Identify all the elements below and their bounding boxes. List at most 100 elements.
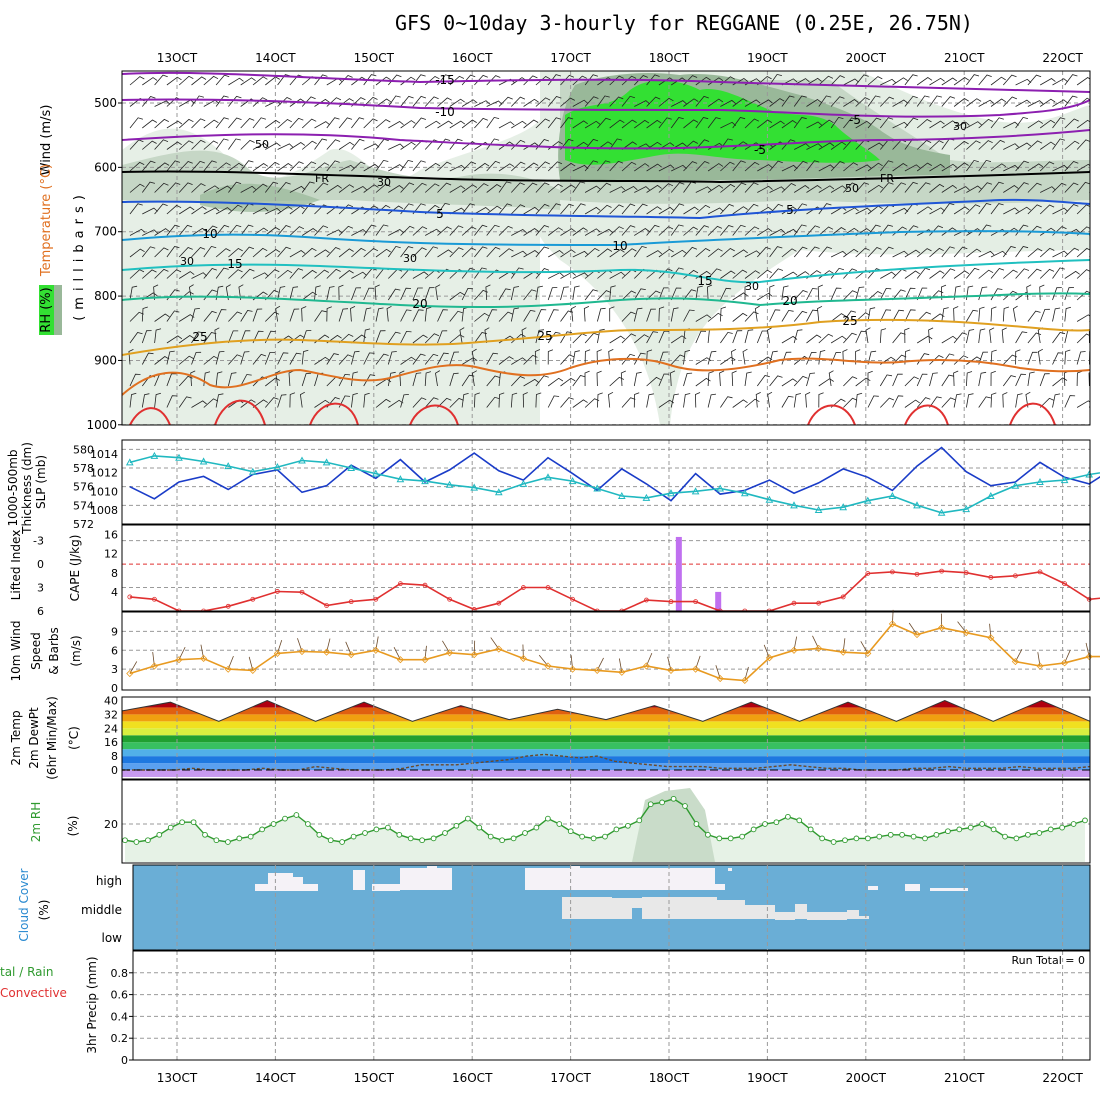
li-point: [1086, 596, 1092, 602]
slp-tick-label: 1010: [90, 485, 118, 498]
rh2m-point: [339, 839, 345, 845]
wind-barb: [400, 309, 412, 322]
wind-barb: [658, 97, 674, 107]
cape-label: CAPE (J/kg): [68, 535, 82, 602]
wind-barb: [523, 228, 539, 236]
wind-barb: [646, 224, 660, 236]
wind-barb: [732, 399, 748, 408]
wind10-point: [1085, 653, 1093, 661]
wind-barb: [265, 76, 281, 86]
rh2m-point: [453, 822, 460, 829]
bottom-tick-label: 22OCT: [1042, 1071, 1083, 1085]
thickness-label-1: 1000-500mb: [6, 449, 20, 526]
wind-barb: [941, 184, 958, 193]
wind-barb: [277, 97, 292, 107]
wind-barb: [572, 272, 589, 279]
wind-barb: [572, 250, 589, 258]
wind10-point: [298, 647, 306, 656]
rh2m-point: [293, 812, 300, 818]
wind-barb: [154, 118, 169, 129]
wind-barb: [523, 309, 536, 322]
isotherm-line: [1009, 402, 1056, 425]
wind-barb: [966, 140, 981, 150]
wind-barb: [1003, 164, 1019, 172]
wind10-series: [126, 609, 1100, 685]
wind-barb: [511, 204, 526, 215]
wind-barb: [534, 349, 541, 365]
wind-barb: [855, 377, 871, 387]
wind-barb: [1027, 204, 1042, 215]
wind-barb: [621, 161, 637, 172]
wind-barb: [892, 182, 907, 193]
wind-barb: [289, 226, 305, 236]
wind-barb: [720, 270, 736, 279]
wind-barb: [670, 287, 682, 301]
wind-barb: [634, 228, 650, 236]
wind-barb: [769, 160, 783, 172]
wind-barb: [633, 392, 640, 408]
wind-barb: [843, 182, 858, 193]
rh2m-point: [625, 822, 631, 829]
thickness-point: [322, 458, 331, 466]
wind-barb: [843, 268, 857, 279]
wind-barb: [966, 248, 982, 258]
rh2m-point: [373, 826, 380, 833]
wind-barb: [363, 224, 377, 236]
wind-barb: [892, 309, 904, 322]
cloud-level-label: low: [102, 931, 123, 945]
wind-barb: [498, 163, 515, 172]
wind-barb: [744, 118, 760, 129]
wind-barb: [275, 370, 281, 387]
wind-barb: [129, 117, 144, 129]
li-point: [570, 596, 575, 602]
wind-barb: [511, 120, 527, 129]
wind-barb: [904, 117, 919, 129]
wind-barb: [215, 117, 229, 129]
wind-barb: [338, 354, 353, 365]
wind-barb: [584, 138, 599, 150]
wind-barb: [338, 308, 349, 322]
top-tick-label: 17OCT: [550, 51, 591, 65]
cape-tick-label: 8: [111, 567, 118, 580]
wind-barb: [1003, 96, 1018, 107]
isotherm-line: [409, 404, 459, 425]
wind-barb: [695, 314, 712, 322]
isotherm-label: -10: [435, 105, 455, 119]
wind-barb: [129, 228, 146, 236]
thickness-point: [839, 503, 848, 511]
wind-barb: [1027, 248, 1043, 258]
rh2m-point: [533, 824, 540, 831]
wind-barb: [486, 396, 500, 408]
wind-barb: [511, 376, 525, 387]
wind-barb: [141, 352, 154, 365]
wind-barb: [757, 185, 773, 193]
wind-barb: [264, 397, 279, 408]
wind-barb: [301, 140, 317, 150]
cloud-gap: [715, 884, 725, 890]
wind-barb: [289, 185, 306, 193]
isotherm-line: [904, 404, 949, 425]
wind-barb: [363, 74, 377, 86]
wind-barb: [953, 270, 970, 279]
wind10-point: [913, 631, 921, 639]
rh-contour-label: 50: [845, 182, 859, 195]
wind-barb: [301, 118, 317, 129]
wind-barb: [755, 392, 761, 408]
wind-barb: [412, 226, 428, 236]
wind-barb: [215, 285, 224, 301]
wind-barb: [437, 97, 452, 107]
wind-barb: [609, 226, 624, 236]
wind-barb: [769, 375, 783, 387]
li-point: [545, 585, 551, 590]
wind-barb: [621, 141, 637, 150]
wind-barb: [301, 228, 318, 236]
wind10-speed-line: [129, 622, 1100, 682]
wind-barb: [523, 162, 539, 172]
wind-barb: [855, 312, 870, 322]
wind-barb: [621, 333, 637, 344]
wind-barb: [584, 96, 599, 107]
wind-barb: [990, 268, 1005, 279]
wind-barb: [646, 376, 661, 387]
wind-barb: [412, 287, 423, 301]
wind-barb: [449, 397, 464, 408]
